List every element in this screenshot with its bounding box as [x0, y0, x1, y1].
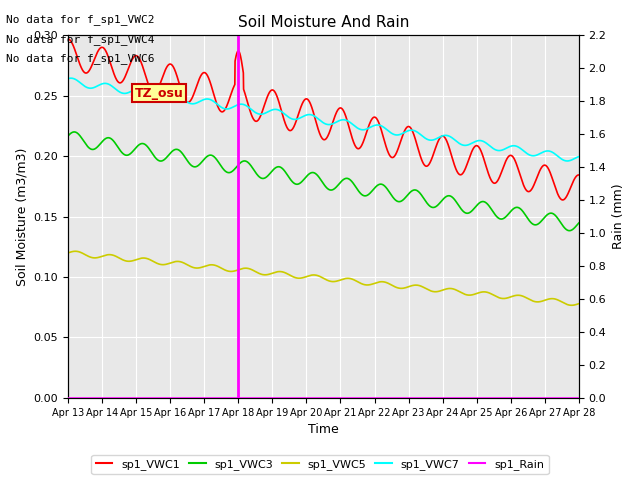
Text: No data for f_sp1_VWC2: No data for f_sp1_VWC2: [6, 14, 155, 25]
Text: No data for f_sp1_VWC4: No data for f_sp1_VWC4: [6, 34, 155, 45]
Y-axis label: Soil Moisture (m3/m3): Soil Moisture (m3/m3): [15, 147, 28, 286]
Text: No data for f_sp1_VWC6: No data for f_sp1_VWC6: [6, 53, 155, 64]
Title: Soil Moisture And Rain: Soil Moisture And Rain: [237, 15, 409, 30]
Y-axis label: Rain (mm): Rain (mm): [612, 184, 625, 250]
X-axis label: Time: Time: [308, 423, 339, 436]
Text: TZ_osu: TZ_osu: [134, 87, 183, 100]
Legend: sp1_VWC1, sp1_VWC3, sp1_VWC5, sp1_VWC7, sp1_Rain: sp1_VWC1, sp1_VWC3, sp1_VWC5, sp1_VWC7, …: [92, 455, 548, 474]
